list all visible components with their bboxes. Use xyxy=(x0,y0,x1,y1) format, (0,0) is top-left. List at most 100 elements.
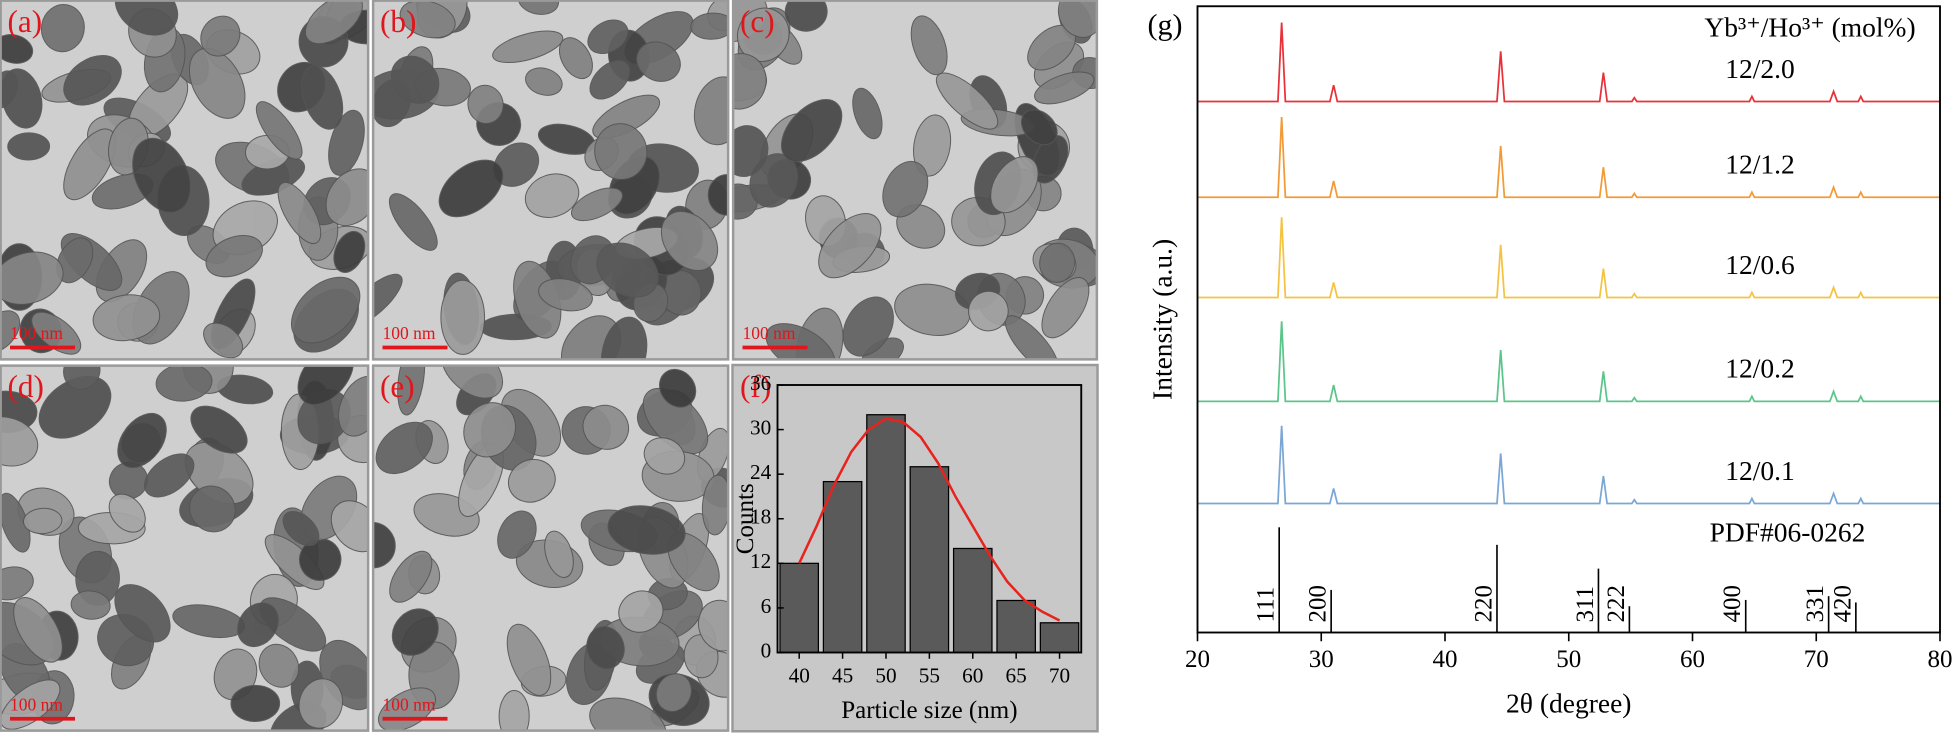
particle xyxy=(132,137,191,213)
reference-hkl: 420 xyxy=(1829,585,1856,623)
particle xyxy=(237,602,279,648)
particle xyxy=(114,0,179,36)
particle xyxy=(660,210,719,271)
particle xyxy=(31,311,82,355)
x-axis-label: Particle size (nm) xyxy=(841,697,1017,724)
x-tick-label: 65 xyxy=(1006,663,1027,687)
panel-border xyxy=(371,364,730,732)
y-axis-label: Counts xyxy=(732,483,759,554)
particle xyxy=(338,375,369,437)
x-tick-label: 80 xyxy=(1928,646,1953,673)
y-tick-label: 24 xyxy=(750,460,772,484)
particle xyxy=(63,128,117,201)
particle xyxy=(732,53,767,110)
particle xyxy=(155,365,213,402)
y-tick-label: 12 xyxy=(750,549,771,573)
x-tick-label: 40 xyxy=(789,663,810,687)
particle xyxy=(325,168,369,227)
particle xyxy=(1057,0,1098,38)
panel-border xyxy=(0,0,370,361)
particle xyxy=(643,437,686,475)
particle xyxy=(375,421,433,475)
particle xyxy=(544,530,574,578)
particle xyxy=(607,505,686,555)
scale-bar-label: 100 nm xyxy=(10,323,63,343)
series-label: 12/0.6 xyxy=(1725,249,1795,280)
y-tick-label: 18 xyxy=(750,505,771,529)
particle xyxy=(328,109,365,176)
particle xyxy=(297,365,354,405)
particle xyxy=(255,101,303,160)
xrd-pattern xyxy=(1197,22,1940,103)
particle xyxy=(277,181,322,245)
particle xyxy=(114,584,171,643)
particle xyxy=(203,322,244,359)
particle xyxy=(589,697,667,732)
particle xyxy=(538,278,593,312)
x-axis-label: 2θ (degree) xyxy=(1506,688,1631,719)
particle xyxy=(298,678,344,729)
reference-name: PDF#06-0262 xyxy=(1710,516,1866,547)
x-tick-label: 20 xyxy=(1185,646,1210,673)
particle xyxy=(1039,242,1076,283)
particle xyxy=(0,70,18,109)
bar xyxy=(822,480,863,654)
particle xyxy=(701,474,729,536)
particle xyxy=(40,4,85,53)
particle xyxy=(397,365,426,416)
particle xyxy=(596,242,659,298)
particle xyxy=(497,510,537,559)
particle xyxy=(781,99,843,163)
particle xyxy=(968,290,1009,332)
bar xyxy=(952,547,993,654)
x-tick-label: 30 xyxy=(1309,646,1334,673)
particle xyxy=(258,643,300,688)
particle xyxy=(571,187,623,222)
particle xyxy=(697,599,729,652)
bar xyxy=(909,466,950,654)
particle xyxy=(399,0,456,39)
xrd-pattern xyxy=(1197,321,1940,403)
particle xyxy=(70,590,111,620)
particle xyxy=(440,279,486,355)
panel-label: (b) xyxy=(380,4,416,39)
particle xyxy=(7,132,51,161)
particle xyxy=(282,510,320,547)
particle xyxy=(388,193,438,251)
reference-hkl: 222 xyxy=(1603,585,1630,623)
tem-image xyxy=(0,0,369,360)
particle xyxy=(467,84,504,124)
particle xyxy=(586,626,625,670)
particle xyxy=(882,160,929,218)
particle xyxy=(108,493,146,533)
particle xyxy=(304,0,363,45)
particle xyxy=(589,59,631,100)
series-label: 12/2.0 xyxy=(1725,53,1795,84)
series-label: 12/0.1 xyxy=(1725,455,1795,486)
panel-label: (f) xyxy=(740,369,771,404)
particle xyxy=(842,296,894,357)
tem-image xyxy=(0,365,369,732)
x-tick-label: 60 xyxy=(1680,646,1705,673)
x-tick-label: 60 xyxy=(962,663,983,687)
particle xyxy=(298,538,342,581)
particle xyxy=(659,368,697,408)
particle xyxy=(690,12,729,40)
particle xyxy=(440,365,504,399)
panel-label: (g) xyxy=(1148,8,1183,41)
particle xyxy=(524,173,580,218)
x-tick-label: 70 xyxy=(1049,663,1070,687)
particle xyxy=(642,387,709,454)
fit-curve xyxy=(798,417,1061,622)
y-tick-label: 36 xyxy=(750,371,771,395)
particle xyxy=(463,402,517,458)
particle xyxy=(990,156,1039,214)
panel-label: (a) xyxy=(8,4,43,39)
reference-hkl: 400 xyxy=(1719,585,1746,623)
particle xyxy=(498,689,530,732)
particle xyxy=(301,65,344,130)
x-tick-label: 50 xyxy=(875,663,896,687)
particle xyxy=(391,608,439,656)
particle xyxy=(0,251,64,305)
